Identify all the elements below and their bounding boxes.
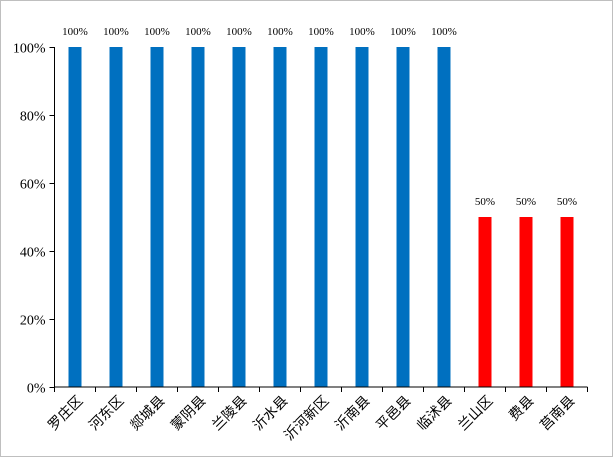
y-tick-label-4: 60% — [20, 178, 46, 193]
y-tick-label-3: 40% — [20, 246, 46, 261]
bar-11 — [478, 217, 492, 387]
bar-5 — [232, 47, 246, 387]
bar-9 — [396, 47, 410, 387]
bar-4 — [191, 47, 205, 387]
data-label-13: 50% — [557, 196, 577, 208]
y-tick-label-1: 0% — [27, 382, 46, 397]
bar-3 — [150, 47, 164, 387]
data-label-4: 100% — [185, 26, 211, 38]
data-label-9: 100% — [390, 26, 416, 38]
bar-13 — [560, 217, 574, 387]
data-label-3: 100% — [144, 26, 170, 38]
bar-6 — [273, 47, 287, 387]
data-label-5: 100% — [226, 26, 252, 38]
data-label-6: 100% — [267, 26, 293, 38]
y-tick-label-6: 100% — [13, 42, 46, 57]
axes-group — [49, 47, 588, 392]
data-label-2: 100% — [103, 26, 129, 38]
data-label-12: 50% — [516, 196, 536, 208]
bar-12 — [519, 217, 533, 387]
bars-group — [68, 47, 574, 387]
y-tick-label-5: 80% — [20, 110, 46, 125]
bar-8 — [355, 47, 369, 387]
bar-1 — [68, 47, 82, 387]
data-label-8: 100% — [349, 26, 375, 38]
bar-10 — [437, 47, 451, 387]
data-label-10: 100% — [431, 26, 457, 38]
y-tick-label-2: 20% — [20, 314, 46, 329]
data-label-1: 100% — [62, 26, 88, 38]
bar-2 — [109, 47, 123, 387]
data-label-7: 100% — [308, 26, 334, 38]
bar-7 — [314, 47, 328, 387]
data-label-11: 50% — [475, 196, 495, 208]
